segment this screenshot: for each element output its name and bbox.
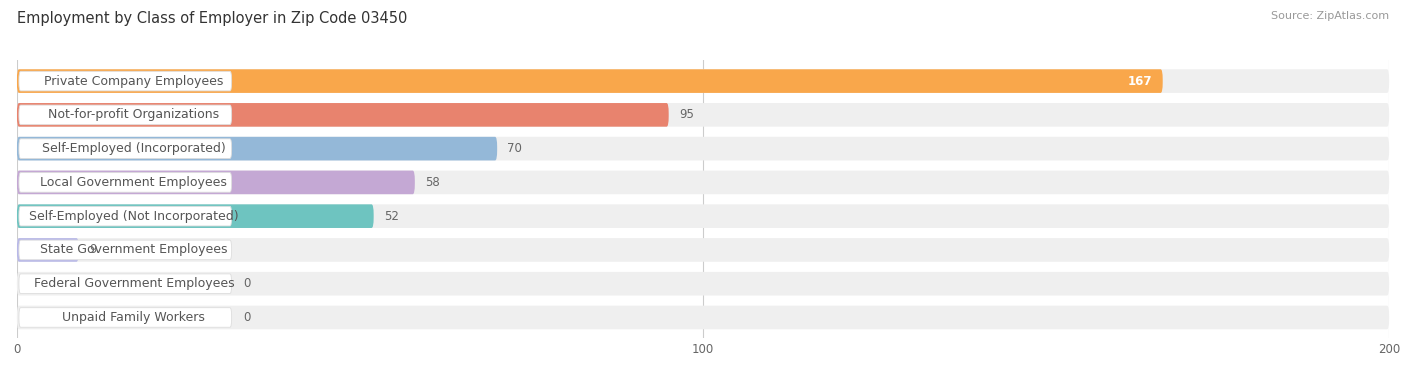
FancyBboxPatch shape xyxy=(18,105,232,125)
FancyBboxPatch shape xyxy=(17,69,1163,93)
FancyBboxPatch shape xyxy=(18,308,232,327)
Text: 52: 52 xyxy=(384,210,399,223)
FancyBboxPatch shape xyxy=(17,238,79,262)
Text: Self-Employed (Incorporated): Self-Employed (Incorporated) xyxy=(42,142,226,155)
Text: Employment by Class of Employer in Zip Code 03450: Employment by Class of Employer in Zip C… xyxy=(17,11,408,26)
FancyBboxPatch shape xyxy=(17,272,1389,296)
Text: 9: 9 xyxy=(89,243,97,256)
Text: 95: 95 xyxy=(679,108,693,121)
Text: Private Company Employees: Private Company Employees xyxy=(44,74,224,88)
FancyBboxPatch shape xyxy=(18,139,232,158)
FancyBboxPatch shape xyxy=(17,171,415,194)
FancyBboxPatch shape xyxy=(17,238,1389,262)
Text: 0: 0 xyxy=(243,277,250,290)
FancyBboxPatch shape xyxy=(17,137,1389,161)
FancyBboxPatch shape xyxy=(18,206,232,226)
Text: Self-Employed (Not Incorporated): Self-Employed (Not Incorporated) xyxy=(30,210,239,223)
Text: 70: 70 xyxy=(508,142,522,155)
FancyBboxPatch shape xyxy=(17,204,374,228)
Text: Unpaid Family Workers: Unpaid Family Workers xyxy=(62,311,205,324)
Text: 58: 58 xyxy=(425,176,440,189)
FancyBboxPatch shape xyxy=(17,204,1389,228)
FancyBboxPatch shape xyxy=(18,240,232,260)
FancyBboxPatch shape xyxy=(17,171,1389,194)
Text: Source: ZipAtlas.com: Source: ZipAtlas.com xyxy=(1271,11,1389,21)
Text: 167: 167 xyxy=(1128,74,1153,88)
FancyBboxPatch shape xyxy=(17,69,1389,93)
FancyBboxPatch shape xyxy=(18,173,232,192)
FancyBboxPatch shape xyxy=(17,306,1389,329)
Text: State Government Employees: State Government Employees xyxy=(41,243,228,256)
Text: Not-for-profit Organizations: Not-for-profit Organizations xyxy=(48,108,219,121)
Text: Local Government Employees: Local Government Employees xyxy=(41,176,228,189)
FancyBboxPatch shape xyxy=(18,71,232,91)
FancyBboxPatch shape xyxy=(17,137,498,161)
FancyBboxPatch shape xyxy=(18,274,232,294)
FancyBboxPatch shape xyxy=(17,103,1389,127)
Text: Federal Government Employees: Federal Government Employees xyxy=(34,277,235,290)
Text: 0: 0 xyxy=(243,311,250,324)
FancyBboxPatch shape xyxy=(17,103,669,127)
